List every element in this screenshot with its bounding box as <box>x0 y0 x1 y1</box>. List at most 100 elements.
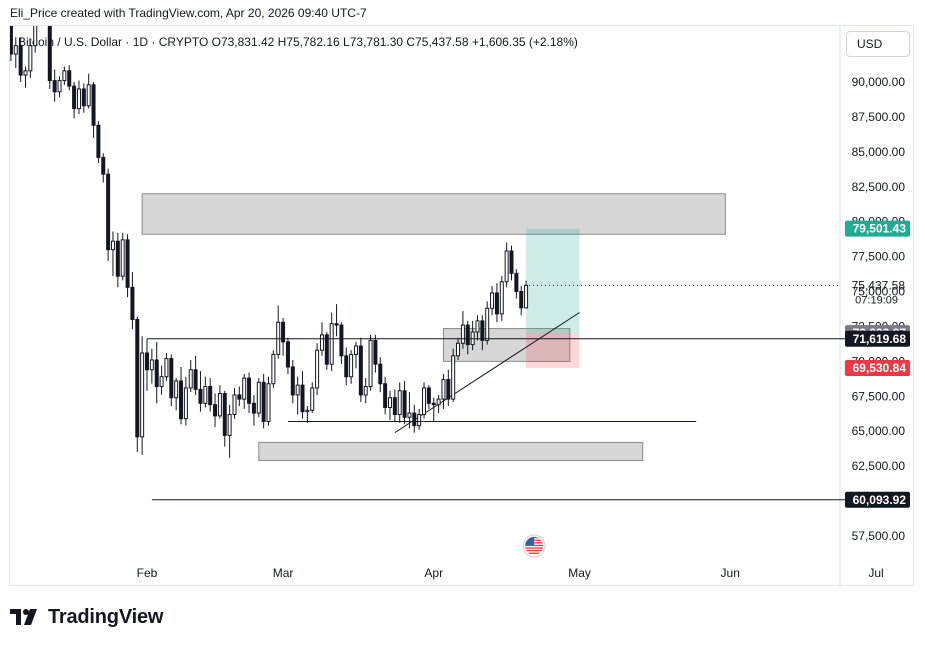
candle-body <box>76 88 81 110</box>
y-tick-label: 65,000.00 <box>852 424 906 438</box>
candle-body <box>106 173 111 251</box>
candle-body <box>353 345 358 355</box>
price-badge <box>845 220 910 237</box>
position-profit-zone <box>526 228 580 334</box>
candle-body <box>217 393 222 417</box>
candle-body <box>174 380 179 399</box>
candle-body <box>271 353 276 385</box>
y-tick-label: 62,500.00 <box>852 459 906 473</box>
candle-body <box>504 250 509 283</box>
candle-body <box>305 409 310 413</box>
candle-body <box>417 413 422 427</box>
candle-body <box>135 318 140 438</box>
y-tick-label: 85,000.00 <box>852 145 906 159</box>
candle-body <box>251 402 256 414</box>
price-badge <box>845 330 910 347</box>
candle-body <box>490 292 495 309</box>
candle-body <box>101 156 106 175</box>
last-price-label: 75,437.58 <box>852 278 906 292</box>
candle-body <box>392 397 397 415</box>
chart-frame <box>9 25 914 586</box>
price-badge-label: 69,530.84 <box>853 361 907 375</box>
candle-body <box>72 85 77 110</box>
candle-body <box>18 45 23 76</box>
flag-stripe <box>525 547 544 549</box>
us-flag-icon[interactable] <box>522 534 546 558</box>
candle-body <box>465 324 470 346</box>
candle-body <box>62 70 67 82</box>
tradingview-logo-icon <box>10 609 37 625</box>
candle-body <box>281 321 286 343</box>
x-tick-label: Mar <box>273 566 294 580</box>
x-tick-label: Apr <box>424 566 443 580</box>
y-tick-label: 87,500.00 <box>852 110 906 124</box>
candle-body <box>33 26 38 47</box>
symbol-legend[interactable]: Bitcoin / U.S. Dollar · 1D · CRYPTO O73,… <box>18 35 578 49</box>
candle-body <box>188 369 193 389</box>
flag-stripe <box>525 544 544 547</box>
candle-body <box>349 353 354 378</box>
candle-body <box>256 381 261 414</box>
y-tick-label: 90,000.00 <box>852 75 906 89</box>
candle-body <box>125 239 130 288</box>
candle-body <box>373 339 378 365</box>
price-badge <box>845 491 910 508</box>
candle-body <box>213 404 218 417</box>
candle-body <box>451 355 456 400</box>
y-tick-label: 75,000.00 <box>852 285 906 299</box>
candle-body <box>475 320 480 333</box>
flag-stripe <box>525 552 544 554</box>
y-tick-label: 77,500.00 <box>852 250 906 264</box>
candle-body <box>426 387 431 404</box>
flag-canton <box>525 537 535 545</box>
supply-demand-zone <box>141 193 726 235</box>
candle-body <box>232 394 237 415</box>
candles <box>0 0 529 458</box>
candle-body <box>524 284 529 309</box>
y-tick-label: 57,500.00 <box>852 529 906 543</box>
candle-body <box>247 377 252 404</box>
candle-body <box>227 413 232 436</box>
candle-body <box>494 292 499 315</box>
candle-body <box>115 240 120 277</box>
x-tick-label: Feb <box>137 566 158 580</box>
price-badge <box>845 359 910 376</box>
candle-body <box>412 412 417 427</box>
candle-body <box>290 366 295 396</box>
x-tick-label: Jun <box>721 566 740 580</box>
chart-credit: Eli_Price created with TradingView.com, … <box>10 6 367 20</box>
candle-body <box>52 80 57 93</box>
candle-body <box>266 383 271 422</box>
candle-body <box>402 390 407 418</box>
flag-stripe <box>525 550 544 552</box>
candle-body <box>81 88 86 107</box>
candle-body <box>339 324 344 357</box>
candle-body <box>13 45 18 55</box>
candle-body <box>509 250 514 274</box>
candle-body <box>39 0 42 8</box>
candle-body <box>237 394 242 400</box>
price-badge-label: 79,501.43 <box>853 222 907 236</box>
candle-body <box>159 376 164 388</box>
candle-body <box>397 390 402 415</box>
candle-body <box>96 124 101 158</box>
candle-body <box>334 323 339 326</box>
currency-button[interactable]: USD <box>846 31 910 57</box>
candle-body <box>368 339 373 388</box>
price-badge-label: 60,093.92 <box>853 493 907 507</box>
y-tick-label: 82,500.00 <box>852 180 906 194</box>
flag-body <box>525 537 544 554</box>
candle-body <box>446 379 451 400</box>
supply-demand-zone <box>442 328 571 362</box>
candle-body <box>154 359 159 388</box>
candle-body <box>0 11 3 54</box>
candle-body <box>86 84 91 107</box>
candle-body <box>261 381 266 422</box>
candle-body <box>456 342 461 357</box>
tradingview-logo[interactable]: TradingView <box>10 604 163 630</box>
candle-body <box>363 386 368 396</box>
candle-body <box>519 291 524 309</box>
candle-body <box>203 386 208 404</box>
candle-body <box>436 398 441 406</box>
